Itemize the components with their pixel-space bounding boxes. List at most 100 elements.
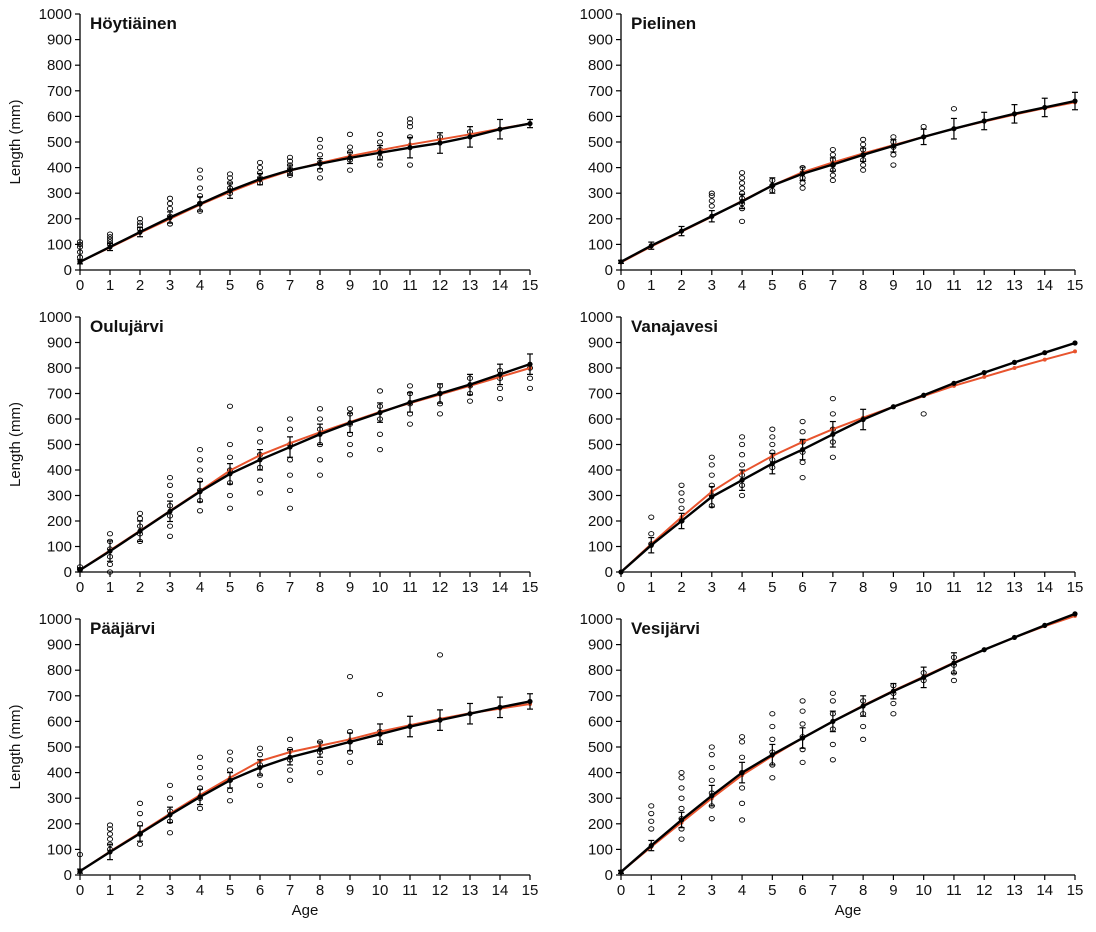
x-tick-label: 11 <box>402 277 418 294</box>
observation-point <box>769 775 776 781</box>
x-tick-label: 4 <box>196 882 204 899</box>
observation-point <box>136 841 144 847</box>
observation-point <box>346 131 354 137</box>
observation-point <box>406 421 414 427</box>
x-tick-label: 10 <box>372 882 389 899</box>
mean-length-point <box>618 869 624 875</box>
panel-title: Oulujärvi <box>90 317 164 336</box>
x-tick-label: 12 <box>432 277 449 294</box>
y-tick-label: 400 <box>47 462 72 479</box>
y-tick-label: 700 <box>588 83 613 100</box>
x-tick-label: 8 <box>316 579 324 596</box>
observation-point <box>256 782 264 789</box>
observation-point <box>799 698 806 704</box>
observation-point <box>678 769 685 776</box>
observation-point <box>829 152 836 158</box>
observation-point <box>708 462 715 468</box>
observation-point <box>436 652 444 658</box>
y-tick-label: 0 <box>64 867 72 884</box>
mean-length-point <box>678 228 685 234</box>
x-tick-label: 14 <box>1036 579 1053 596</box>
observation-point <box>829 147 836 153</box>
x-tick-label: 7 <box>286 277 294 294</box>
y-tick-label: 600 <box>47 713 72 730</box>
panel-title: Vanajavesi <box>631 317 718 336</box>
observation-point <box>920 411 927 417</box>
observation-point <box>406 116 414 122</box>
y-tick-label: 700 <box>47 688 72 705</box>
observation-point <box>376 388 384 394</box>
observation-point <box>196 508 204 514</box>
y-tick-label: 200 <box>588 816 613 833</box>
mean-length-point <box>709 213 715 219</box>
x-tick-label: 4 <box>738 277 746 294</box>
x-tick-label: 6 <box>256 579 264 596</box>
observation-point <box>769 426 776 432</box>
y-tick-label: 800 <box>588 662 613 679</box>
observation-point <box>106 822 114 828</box>
x-tick-label: 15 <box>1067 882 1084 899</box>
mean-length-point <box>527 698 533 705</box>
x-tick-label: 14 <box>492 882 509 899</box>
mean-length-point <box>1011 111 1018 117</box>
x-tick-label: 1 <box>106 277 114 294</box>
mean-length-point <box>981 647 987 653</box>
observation-point <box>678 775 685 781</box>
fitted-point <box>1073 349 1077 354</box>
mean-length-point <box>287 167 293 173</box>
y-tick-label: 200 <box>47 513 72 530</box>
panel-title: Höytiäinen <box>90 14 177 33</box>
observation-point <box>708 752 715 758</box>
y-tick-label: 400 <box>588 462 613 479</box>
observation-point <box>799 759 806 766</box>
observation-point <box>799 418 806 425</box>
observation-point <box>678 785 685 791</box>
observation-point <box>376 431 384 437</box>
mean-length-line <box>79 363 531 571</box>
mean-length-point <box>257 176 263 182</box>
observation-point <box>739 817 746 823</box>
x-tick-label: 9 <box>889 882 897 899</box>
mean-length-point <box>981 118 987 124</box>
mean-length-point <box>1072 340 1078 346</box>
observation-point <box>256 159 264 166</box>
observation-point <box>739 452 746 458</box>
x-tick-label: 2 <box>136 882 144 899</box>
x-tick-label: 6 <box>256 277 264 294</box>
observation-point <box>316 416 324 422</box>
x-tick-label: 9 <box>346 277 354 294</box>
x-tick-label: 2 <box>136 277 144 294</box>
mean-length-point <box>678 518 685 524</box>
observation-point <box>860 167 867 173</box>
x-tick-label: 2 <box>677 579 685 596</box>
observation-point <box>226 492 234 499</box>
y-tick-label: 100 <box>588 539 613 556</box>
observation-point <box>256 752 264 758</box>
mean-length-point <box>951 126 957 132</box>
observation-point <box>136 216 144 222</box>
x-tick-label: 7 <box>829 579 837 596</box>
observation-point <box>106 531 114 537</box>
mean-length-point <box>769 752 775 758</box>
y-tick-label: 500 <box>588 134 613 151</box>
mean-length-line <box>620 612 1076 873</box>
observation-point <box>678 795 685 801</box>
observation-point <box>678 482 685 488</box>
mean-length-point <box>497 371 503 377</box>
observation-point <box>316 759 324 766</box>
x-tick-label: 11 <box>946 882 962 899</box>
mean-length-point <box>287 754 293 760</box>
y-tick-label: 300 <box>47 790 72 807</box>
observation-point <box>256 164 264 171</box>
observation-point <box>739 492 746 499</box>
x-tick-label: 15 <box>522 882 539 899</box>
y-tick-label: 300 <box>588 488 613 505</box>
x-tick-label: 12 <box>976 882 993 899</box>
x-tick-label: 13 <box>1006 579 1023 596</box>
mean-length-point <box>830 431 836 437</box>
mean-length-point <box>137 830 143 837</box>
observation-point <box>496 385 504 392</box>
mean-length-point <box>227 777 233 783</box>
